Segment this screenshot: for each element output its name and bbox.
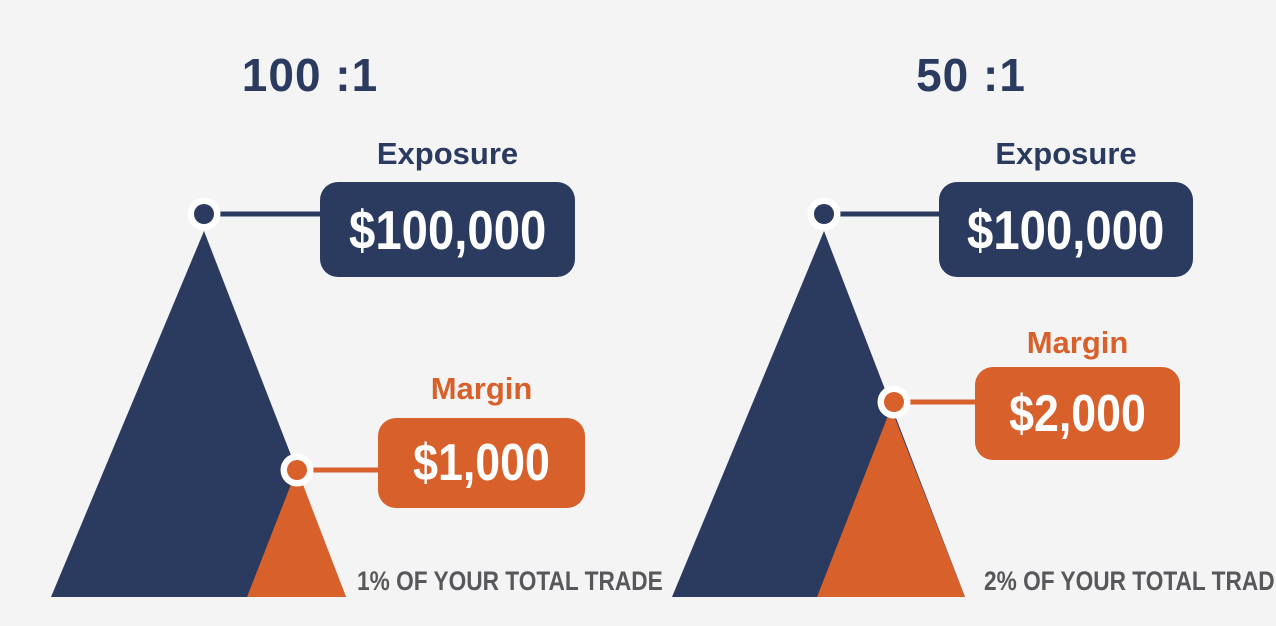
right-ratio-title: 50 :1 — [916, 49, 1026, 101]
right-margin-label: Margin — [1026, 325, 1129, 360]
left-margin-triangle — [247, 469, 346, 597]
right-margin-anchor-dot — [877, 385, 911, 419]
left-exposure-label: Exposure — [376, 136, 519, 171]
right-margin-triangle — [817, 408, 965, 597]
left-margin-value-box: $1,000 — [378, 418, 585, 508]
right-exposure-label: Exposure — [995, 136, 1137, 171]
right-exposure-anchor-dot — [807, 197, 841, 231]
left-exposure-triangle — [51, 231, 346, 597]
left-margin-anchor-dot — [280, 453, 314, 487]
right-exposure-value: $100,000 — [967, 198, 1165, 261]
left-margin-value: $1,000 — [413, 434, 550, 492]
right-exposure-value-box: $100,000 — [939, 182, 1193, 277]
left-ratio-title: 100 :1 — [241, 49, 379, 101]
left-footnote: 1% OF YOUR TOTAL TRADE — [357, 566, 663, 596]
left-exposure-value-box: $100,000 — [320, 182, 575, 277]
right-margin-value-box: $2,000 — [975, 367, 1180, 460]
left-exposure-anchor-dot — [187, 197, 221, 231]
right-margin-value: $2,000 — [1009, 384, 1146, 443]
left-margin-label: Margin — [430, 371, 533, 406]
right-footnote: 2% OF YOUR TOTAL TRADE — [984, 566, 1276, 596]
left-exposure-value: $100,000 — [348, 198, 547, 261]
